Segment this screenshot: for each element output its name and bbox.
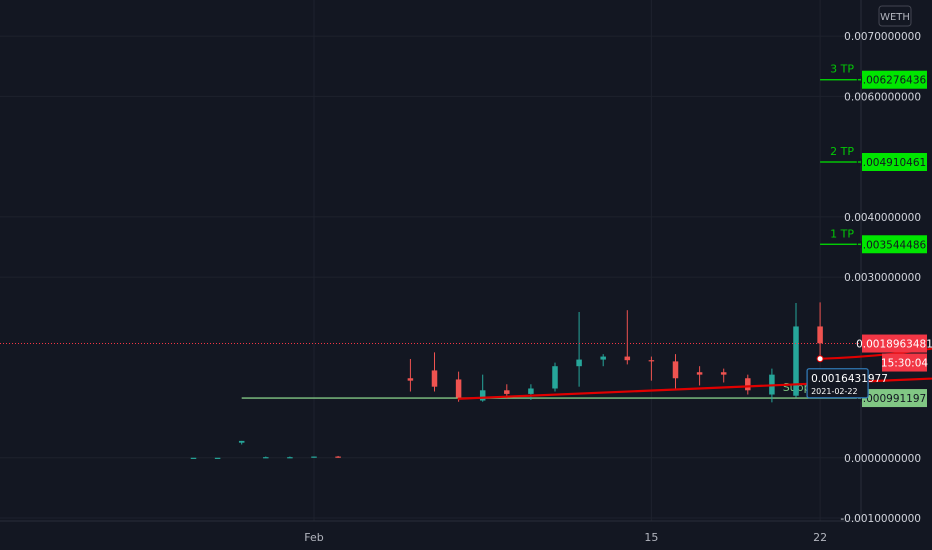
current-price-box bbox=[862, 334, 927, 353]
candle-body[interactable] bbox=[407, 378, 414, 381]
y-tick-label: 0.0060000000 bbox=[844, 91, 921, 103]
level-price-label: 0.0035444868 bbox=[856, 239, 932, 251]
projection-start-price: 0.0016431977 bbox=[811, 373, 888, 385]
level-price-tag bbox=[862, 389, 927, 408]
y-tick-label: 0.0040000000 bbox=[844, 212, 921, 224]
candle-body[interactable] bbox=[263, 457, 269, 459]
candle-body[interactable] bbox=[214, 457, 221, 459]
candle-body[interactable] bbox=[479, 390, 486, 401]
level-price-tag bbox=[862, 235, 927, 254]
candle-body[interactable] bbox=[287, 457, 293, 459]
candle-body[interactable] bbox=[672, 361, 679, 379]
level-price-label: 0.0049104615 bbox=[856, 157, 932, 169]
target-label: 3 TP bbox=[830, 63, 854, 76]
candle-body[interactable] bbox=[696, 372, 703, 375]
level-price-label: 0.0009911970 bbox=[856, 393, 932, 405]
x-tick-label: 22 bbox=[813, 531, 827, 544]
y-tick-label: 0.0070000000 bbox=[844, 31, 921, 43]
candle-body[interactable] bbox=[504, 390, 510, 394]
currency-badge[interactable]: WETH bbox=[878, 5, 912, 27]
level-price-tag bbox=[862, 70, 927, 89]
level-price-label: 0.0062764362 bbox=[856, 75, 932, 87]
projection-start-date: 2021-02-22 bbox=[811, 387, 858, 396]
target-label: 1 TP bbox=[830, 227, 854, 240]
countdown-box bbox=[882, 353, 927, 372]
candle-body[interactable] bbox=[720, 372, 727, 375]
candle-body[interactable] bbox=[335, 456, 341, 458]
target-label: 2 TP bbox=[830, 145, 854, 158]
trend-line[interactable] bbox=[457, 354, 932, 400]
candle-body[interactable] bbox=[190, 457, 197, 459]
candle-body[interactable] bbox=[238, 440, 245, 443]
candles[interactable] bbox=[190, 302, 823, 459]
y-tick-label: 0.0000000000 bbox=[844, 453, 921, 465]
candle-body[interactable] bbox=[552, 366, 558, 389]
current-price-tag: 0.0018963481 15:30:04 bbox=[0, 334, 932, 372]
candle-body[interactable] bbox=[455, 379, 462, 398]
projection-start-box bbox=[806, 368, 869, 399]
currency-badge-box bbox=[878, 5, 912, 27]
currency-badge-label: WETH bbox=[880, 12, 910, 23]
y-tick-label: 0.0030000000 bbox=[844, 272, 921, 284]
price-axis[interactable]: 0.0070000000 0.0060000000 0.0040000000 0.00… bbox=[840, 31, 921, 525]
candle-body[interactable] bbox=[576, 359, 582, 367]
x-tick-label: 15 bbox=[644, 531, 658, 544]
candle-body[interactable] bbox=[431, 370, 438, 387]
countdown-label: 15:30:04 bbox=[881, 358, 928, 370]
candle-body[interactable] bbox=[624, 356, 631, 361]
current-price-label: 0.0018963481 bbox=[856, 339, 932, 351]
y-tick-label: -0.0010000000 bbox=[840, 513, 921, 525]
x-tick-label: Feb bbox=[304, 531, 323, 544]
level-price-tag bbox=[862, 152, 927, 171]
candle-body[interactable] bbox=[600, 356, 606, 360]
projection-start-point[interactable] bbox=[816, 355, 824, 363]
time-axis[interactable]: Feb1522Mar81522Apr bbox=[304, 531, 932, 544]
candle-body[interactable] bbox=[817, 326, 823, 344]
candle-body[interactable] bbox=[793, 326, 799, 396]
grid-lines bbox=[0, 0, 861, 521]
candle-body[interactable] bbox=[648, 360, 655, 362]
candle-body[interactable] bbox=[311, 456, 317, 458]
candle-body[interactable] bbox=[528, 388, 534, 394]
candle-body[interactable] bbox=[745, 378, 751, 391]
